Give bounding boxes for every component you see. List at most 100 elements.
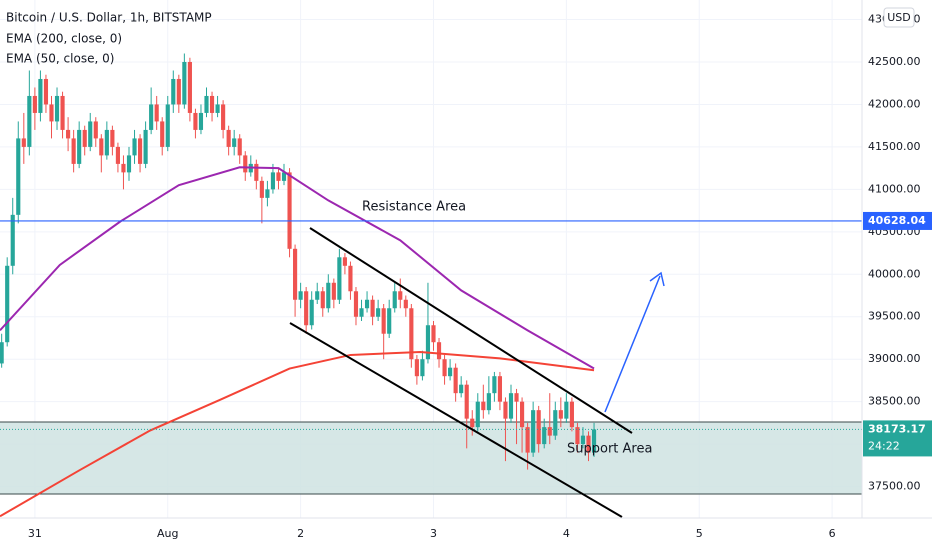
last-price-label: 38173.17 (868, 422, 926, 435)
candle-body (586, 435, 591, 453)
candle-body (154, 104, 159, 122)
currency-label[interactable]: USD (887, 11, 911, 24)
candle-body (221, 104, 226, 130)
candle-body (503, 401, 508, 419)
candle-body (315, 291, 320, 300)
legend-entry: EMA (50, close, 0) (6, 52, 114, 66)
candle-body (293, 248, 298, 300)
candle-body (49, 104, 54, 122)
ema-line (0, 166, 595, 370)
y-tick-label: 41500.00 (868, 140, 921, 153)
candle-body (353, 291, 359, 317)
candle-body (591, 429, 597, 453)
candle-body (115, 146, 120, 164)
candle-body (514, 393, 519, 402)
candle-body (204, 95, 209, 113)
arrow-head (649, 271, 665, 287)
candle-body (492, 376, 497, 394)
candle-body (575, 427, 580, 445)
overlay: Resistance Area Support Area (289, 200, 665, 518)
candle-body (309, 299, 314, 326)
y-tick-label: 38500.00 (868, 395, 921, 408)
candle-body (569, 401, 574, 428)
candle-body (237, 138, 242, 156)
candle-body (359, 308, 364, 317)
candle-body (88, 121, 93, 147)
candle-body (370, 299, 375, 317)
candle-body (71, 138, 76, 164)
candle-body (414, 359, 419, 377)
candle-body (381, 308, 386, 334)
candle-body (243, 155, 248, 173)
candle-body (542, 427, 547, 445)
chart-title: Bitcoin / U.S. Dollar, 1h, BITSTAMP (6, 11, 212, 25)
y-tick-label: 40000.00 (868, 267, 921, 280)
candle-body (43, 78, 49, 105)
channel-upper (309, 227, 633, 434)
candle-body (508, 393, 514, 419)
annotation: Resistance Area (362, 200, 466, 215)
candle-body (304, 291, 309, 326)
support-area (0, 422, 862, 494)
candle-body (165, 104, 170, 147)
candle-body (287, 172, 292, 249)
legend: Bitcoin / U.S. Dollar, 1h, BITSTAMP EMA … (6, 11, 212, 66)
candle-body (0, 342, 4, 364)
candle-body (392, 291, 397, 309)
candle-body (298, 291, 303, 300)
plot (0, 53, 862, 518)
candle-body (398, 291, 403, 300)
candle-body (176, 78, 181, 105)
candle-body (470, 418, 475, 428)
candle-body (21, 138, 26, 147)
last-price-tag (863, 420, 932, 457)
candle-body (519, 401, 525, 428)
candle-body (276, 172, 281, 181)
candle-body (531, 410, 536, 453)
candle-body (193, 112, 198, 130)
candle-body (497, 376, 503, 402)
resistance-price-label: 40628.04 (868, 214, 926, 227)
axes: 37500.0038000.0038500.0039000.0039500.00… (28, 13, 932, 540)
x-tick-label: 6 (829, 527, 836, 540)
channel-lower (289, 322, 623, 518)
candle-body (93, 121, 98, 139)
candle-body (110, 129, 115, 147)
candle-body (281, 172, 287, 181)
candle-body (326, 282, 331, 309)
x-tick-label: 31 (28, 527, 42, 540)
candle-body (215, 104, 220, 113)
candle-body (60, 95, 65, 130)
candle-body (132, 138, 137, 156)
candle-body (442, 359, 447, 377)
candle-body (126, 155, 132, 173)
candle-body (259, 180, 264, 198)
candle-body (5, 265, 10, 343)
candle-body (82, 129, 87, 147)
candle-body (342, 257, 347, 266)
candle-body (265, 189, 270, 198)
candle-body (337, 257, 342, 300)
candle-body (464, 384, 469, 419)
candle-body (99, 138, 104, 156)
candle-body (160, 121, 165, 147)
candle-body (448, 367, 453, 377)
x-tick-label: 5 (696, 527, 703, 540)
candle-body (32, 95, 37, 113)
candle-body (77, 129, 82, 164)
candle-body (54, 95, 60, 122)
candle-body (486, 393, 491, 411)
candle-body (580, 435, 586, 445)
candle-body (553, 410, 558, 436)
candle-body (348, 265, 353, 292)
candle-body (536, 410, 541, 445)
ema-line (0, 350, 595, 518)
candle-body (182, 61, 187, 105)
candle-body (387, 308, 392, 334)
y-tick-label: 39500.00 (868, 310, 921, 323)
annotation: Support Area (567, 442, 652, 457)
candle-body (232, 138, 237, 147)
candle-body (409, 308, 414, 360)
currency-button[interactable] (883, 7, 915, 28)
projection-arrow (604, 275, 661, 413)
